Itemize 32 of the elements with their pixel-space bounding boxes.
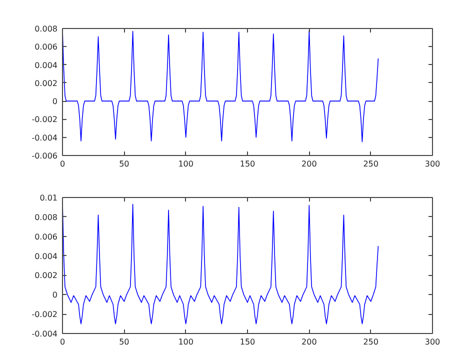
y-tick-label: 0.008 [34, 24, 58, 34]
y-tick-label: 0.01 [40, 194, 58, 202]
x-tick-label: 150 [240, 338, 256, 346]
line-series [62, 30, 379, 142]
y-tick-label: -0.004 [32, 330, 58, 338]
x-tick-label: 200 [302, 338, 317, 346]
x-tick-label: 300 [424, 338, 440, 346]
x-tick-label: 100 [178, 338, 194, 346]
y-tick-label: 0.006 [34, 42, 58, 52]
x-tick-label: 250 [363, 338, 378, 346]
y-tick-label: 0.002 [34, 78, 58, 88]
y-tick-label: -0.002 [32, 310, 58, 320]
x-tick-label: 50 [119, 338, 130, 346]
x-tick-label: 100 [178, 160, 194, 168]
y-tick-label: 0.006 [34, 232, 58, 242]
x-tick-label: 200 [302, 160, 317, 168]
x-tick-label: 300 [424, 160, 440, 168]
x-tick-label: 250 [363, 160, 378, 168]
y-tick-label: 0.004 [34, 60, 58, 70]
x-tick-label: 50 [119, 160, 130, 168]
y-tick-label: 0.002 [34, 271, 58, 280]
line-series [62, 202, 379, 324]
y-tick-label: 0 [52, 290, 58, 300]
x-tick-label: 0 [60, 160, 66, 168]
y-tick-label: -0.002 [32, 115, 58, 124]
x-tick-label: 0 [60, 338, 66, 346]
y-tick-label: 0.008 [34, 212, 58, 222]
x-tick-label: 150 [240, 160, 256, 168]
y-tick-label: -0.006 [32, 152, 58, 160]
y-tick-label: 0.004 [34, 252, 58, 261]
y-tick-label: 0 [52, 97, 58, 106]
y-tick-label: -0.004 [32, 133, 58, 142]
